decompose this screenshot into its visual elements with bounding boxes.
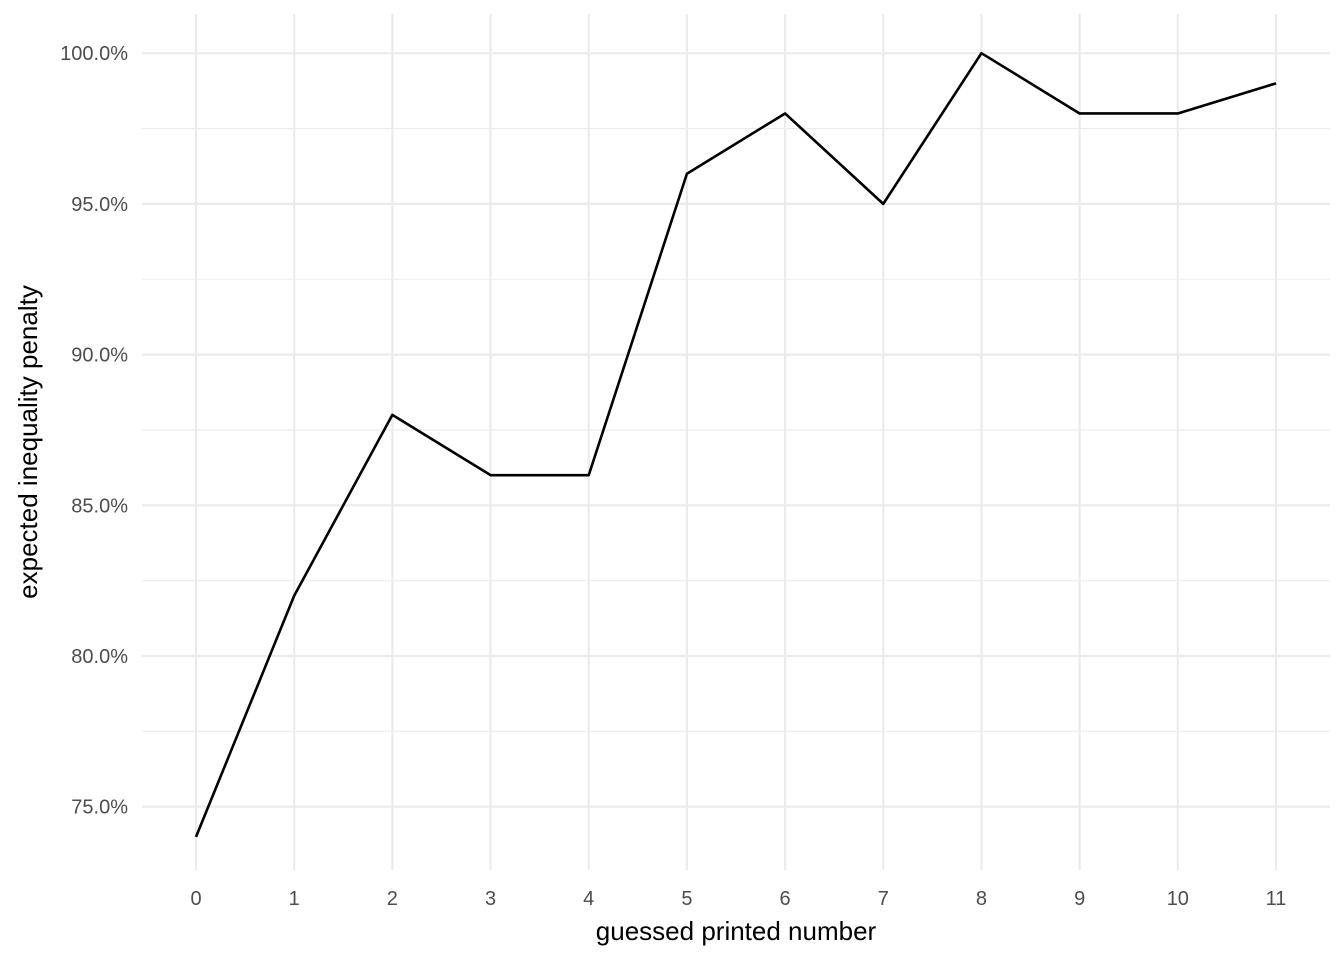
x-tick-label: 1	[289, 888, 300, 910]
x-axis-tick-labels: 0 1 2 3 4 5 6 7 8 9 10 11	[190, 888, 1286, 910]
x-tick-label: 5	[681, 888, 692, 910]
minor-gridlines	[142, 127, 1330, 732]
x-axis-title: guessed printed number	[596, 916, 877, 946]
x-tick-label: 9	[1074, 888, 1085, 910]
y-axis-tick-labels: 75.0% 80.0% 85.0% 90.0% 95.0% 100.0%	[60, 43, 128, 819]
y-tick-label: 80.0%	[71, 646, 128, 668]
series-layer	[194, 51, 1277, 838]
x-tick-label: 8	[976, 888, 987, 910]
x-tick-label: 7	[878, 888, 889, 910]
x-tick-label: 10	[1167, 888, 1189, 910]
y-tick-label: 75.0%	[71, 797, 128, 819]
x-tick-label: 6	[780, 888, 791, 910]
x-tick-label: 11	[1266, 888, 1287, 910]
x-tick-label: 2	[387, 888, 398, 910]
y-tick-label: 95.0%	[71, 194, 128, 216]
y-tick-label: 85.0%	[71, 495, 128, 517]
y-tick-label: 90.0%	[71, 345, 128, 367]
x-tick-label: 0	[190, 888, 201, 910]
y-tick-label: 100.0%	[60, 43, 128, 65]
x-tick-label: 3	[485, 888, 496, 910]
y-axis-title: expected inequality penalty	[13, 285, 43, 599]
series-line-0	[194, 51, 1277, 838]
x-tick-label: 4	[583, 888, 594, 910]
major-gridlines	[142, 14, 1330, 870]
